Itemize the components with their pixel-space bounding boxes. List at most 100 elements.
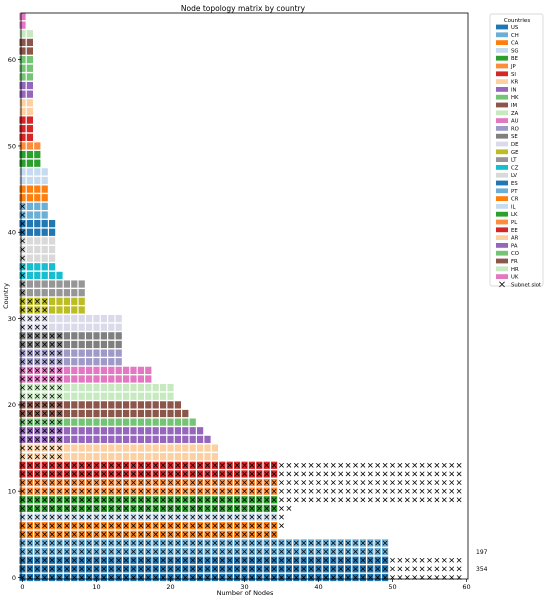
subnet-slot-marker: [27, 497, 33, 503]
node-cell: [34, 168, 41, 176]
node-cell: [71, 297, 78, 305]
legend-label: CO: [511, 251, 519, 257]
country-row: [19, 522, 284, 530]
subnet-slot-marker: [145, 506, 151, 511]
subnet-slot-marker: [219, 506, 225, 511]
subnet-slot-marker: [64, 557, 70, 563]
subnet-slot-marker: [197, 531, 203, 537]
subnet-slot-marker: [301, 471, 307, 477]
country-row: [19, 340, 122, 349]
node-cell: [159, 401, 167, 409]
subnet-slot-marker: [419, 462, 425, 468]
node-cell: [34, 263, 41, 271]
node-cell: [108, 332, 115, 340]
node-cell: [85, 392, 93, 400]
country-row: [19, 409, 189, 418]
subnet-slot-marker: [345, 497, 351, 503]
node-cell: [159, 453, 167, 461]
subnet-slot-marker: [205, 523, 210, 529]
subnet-slot-marker: [57, 506, 62, 511]
node-cell: [100, 323, 108, 331]
legend-subnet-marker: [499, 281, 505, 288]
node-cell: [19, 64, 26, 72]
subnet-slot-marker: [271, 566, 277, 572]
subnet-slot-marker: [116, 506, 122, 511]
subnet-slot-marker: [153, 480, 159, 485]
node-cell: [26, 245, 34, 254]
subnet-slot-marker: [138, 488, 144, 494]
subnet-slot-marker: [42, 298, 48, 304]
node-cell: [41, 176, 48, 185]
subnet-slot-marker: [175, 540, 181, 546]
subnet-slot-marker: [390, 557, 395, 563]
subnet-slot-marker: [338, 540, 344, 546]
subnet-slot-marker: [264, 497, 270, 503]
legend-label: DE: [511, 142, 519, 148]
legend-label: PL: [511, 220, 517, 226]
subnet-slot-marker: [42, 436, 48, 442]
legend-swatch: [496, 180, 508, 186]
subnet-slot-marker: [27, 359, 33, 365]
subnet-slot-marker: [286, 549, 292, 555]
node-cell: [78, 297, 85, 305]
subnet-slot-marker: [212, 462, 218, 468]
node-cell: [19, 73, 26, 81]
subnet-slot-marker: [404, 497, 410, 503]
country-row: [19, 435, 211, 444]
node-cell: [71, 383, 78, 392]
subnet-slot-marker: [271, 557, 277, 563]
subnet-slot-marker: [249, 531, 255, 537]
node-cell: [41, 202, 48, 211]
subnet-slot-marker: [108, 549, 114, 555]
subnet-slot-marker: [42, 445, 48, 451]
node-cell: [108, 401, 115, 409]
node-cell: [159, 444, 167, 452]
subnet-slot-marker: [345, 471, 351, 477]
subnet-slot-marker: [138, 462, 144, 468]
subnet-slot-marker: [390, 566, 395, 572]
subnet-slot-marker: [182, 497, 188, 503]
subnet-slot-marker: [219, 540, 225, 546]
node-cell: [19, 116, 26, 124]
subnet-slot-marker: [279, 549, 284, 555]
subnet-slot-marker: [205, 488, 210, 494]
subnet-slot-marker: [64, 488, 70, 494]
node-cell: [145, 401, 152, 409]
node-cell: [71, 280, 78, 288]
subnet-slot-marker: [219, 523, 225, 529]
subnet-slot-marker: [138, 531, 144, 537]
subnet-slot-marker: [27, 540, 33, 546]
node-cell: [189, 453, 196, 461]
subnet-slot-marker: [86, 480, 92, 485]
country-row: [19, 461, 462, 469]
subnet-slot-marker: [234, 488, 240, 494]
subnet-slot-marker: [234, 506, 240, 511]
country-row: [19, 314, 122, 323]
subnet-slot-marker: [227, 540, 233, 546]
node-cell: [26, 107, 34, 116]
subnet-slot-marker: [227, 566, 233, 572]
subnet-slot-marker: [131, 497, 136, 503]
subnet-slot-marker: [316, 462, 321, 468]
subnet-slot-marker: [153, 488, 159, 494]
subnet-slot-marker: [234, 566, 240, 572]
subnet-slot-marker: [27, 549, 33, 555]
legend-swatch: [496, 63, 508, 69]
node-cell: [182, 453, 189, 461]
subnet-slot-marker: [182, 557, 188, 563]
subnet-slot-marker: [323, 462, 329, 468]
subnet-slot-marker: [449, 488, 455, 494]
legend-label: PA: [511, 243, 518, 249]
node-cell: [115, 358, 122, 366]
subnet-slot-marker: [42, 566, 48, 572]
subnet-slot-marker: [360, 540, 366, 546]
node-cell: [26, 228, 34, 236]
subnet-slot-marker: [153, 566, 159, 572]
node-cell: [100, 366, 108, 374]
node-cell: [115, 444, 122, 452]
subnet-slot-marker: [271, 471, 277, 477]
country-row: [19, 383, 174, 392]
subnet-slot-marker: [242, 497, 247, 503]
node-cell: [63, 366, 71, 374]
country-row: [19, 245, 56, 254]
